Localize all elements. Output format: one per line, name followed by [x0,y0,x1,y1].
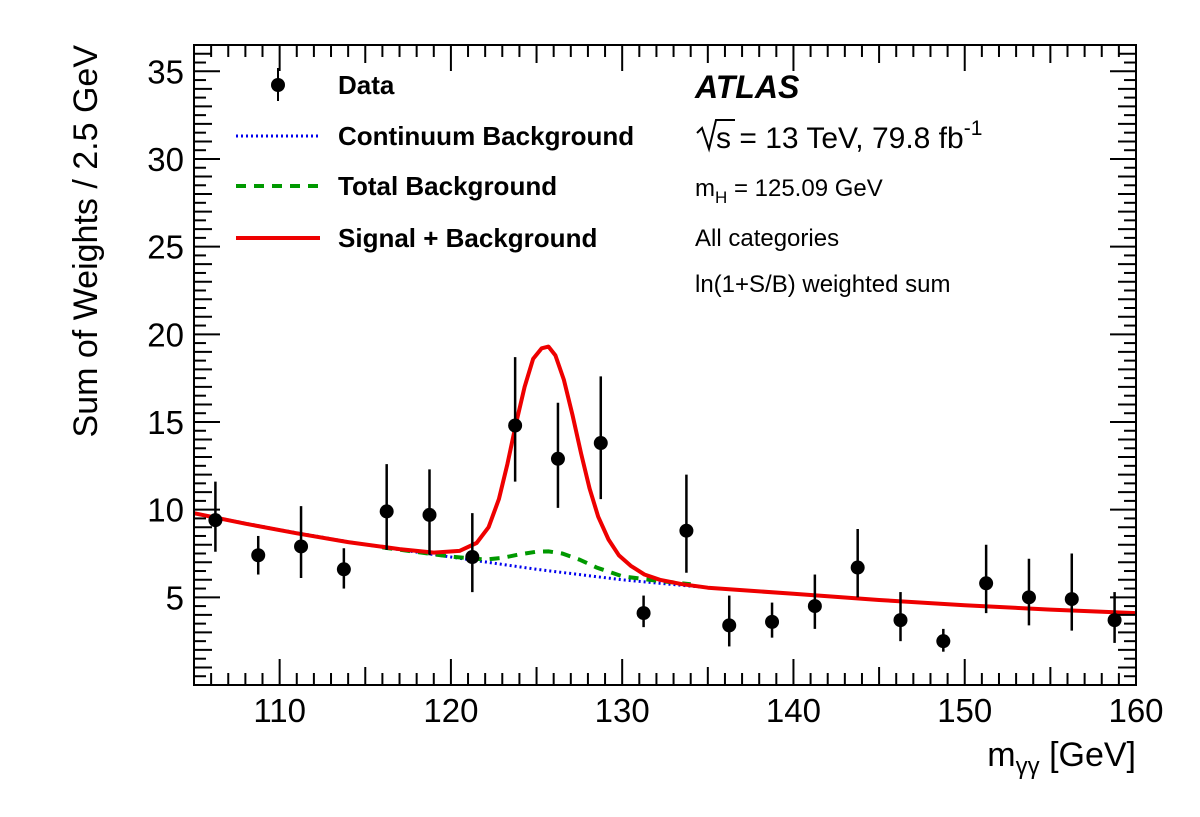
data-point [979,544,994,614]
x-tick-label: 110 [253,692,306,729]
data-point [422,469,437,556]
data-point [850,528,865,598]
data-point [550,402,565,508]
data-point [936,628,951,652]
data-point-marker [636,606,651,621]
data-point [208,481,223,552]
data-point [379,464,394,550]
data-point [508,357,523,482]
atlas-label: ATLAS [694,69,800,105]
data-point [1107,592,1122,643]
data-point [593,376,608,500]
data-point [893,592,908,642]
legend-item-data: Data [271,68,395,101]
legend-label-total-background: Total Background [338,171,557,201]
data-point [679,474,694,573]
tick-labels: 110 120 130 140 150 160 5 10 15 20 25 30 35 [147,53,1163,729]
data-point-marker [1021,590,1036,605]
data-point-marker [807,599,822,614]
data-point [251,535,266,575]
data-point-marker [1107,613,1122,628]
legend-data-marker [271,78,285,92]
data-point-marker [550,451,565,466]
y-tick-label: 25 [147,229,184,266]
data-point-marker [765,614,780,629]
y-axis-title: Sum of Weights / 2.5 GeV [67,45,105,438]
data-point [336,548,351,589]
data-point-marker [722,618,737,633]
x-tick-label: 140 [766,692,821,729]
y-tick-label: 5 [166,579,184,616]
x-tick-label: 130 [595,692,650,729]
y-tick-label: 35 [147,53,184,90]
data-point-marker [593,436,608,451]
y-tick-label: 10 [147,492,184,529]
axis-ticks [193,44,1137,685]
legend-item-continuum: Continuum Background [236,121,634,151]
data-point-marker [336,562,351,577]
signal-plus-background-curve [194,344,1136,616]
data-point [1021,558,1036,626]
annotations: ATLAS s = 13 TeV, 79.8 fb-1 mH = 125.09 … [694,69,982,298]
data-point-marker [294,539,309,554]
data-point [636,595,651,628]
data-point [1064,553,1079,631]
data-point-marker [251,548,266,563]
energy-lumi-label: s = 13 TeV, 79.8 fb-1 [716,117,982,155]
data-point-marker [379,504,394,519]
data-point [465,513,480,593]
x-axis-title: mγγ [GeV] [987,736,1136,780]
legend-label-continuum: Continuum Background [338,121,634,151]
x-tick-label: 160 [1108,692,1163,729]
higgs-mass-label: mH = 125.09 GeV [695,175,883,207]
data-point-marker [679,523,694,538]
legend: Data Continuum Background Total Backgrou… [236,68,634,253]
data-point-marker [1064,592,1079,607]
data-points-layer [208,357,1122,652]
total-background-curve [382,545,691,587]
data-point [765,602,780,638]
sqrt-symbol [696,119,735,153]
legend-item-signal-background: Signal + Background [236,223,597,253]
data-point-marker [893,613,908,628]
data-point-marker [465,550,480,564]
weighting-label: ln(1+S/B) weighted sum [695,271,950,298]
plot-frame [193,44,1137,686]
data-point [294,506,309,579]
curves-layer [194,344,1136,616]
categories-label: All categories [695,225,839,252]
legend-label-signal-background: Signal + Background [338,223,597,253]
data-point-marker [936,634,951,649]
data-point-marker [508,418,523,433]
x-tick-label: 120 [423,692,478,729]
y-tick-label: 15 [147,404,184,441]
y-tick-label: 20 [147,316,184,353]
y-tick-label: 30 [147,141,184,178]
x-tick-label: 150 [937,692,992,729]
data-point-marker [208,513,223,528]
legend-label-data: Data [338,70,395,100]
continuum-background-curve [194,511,1136,615]
data-point-marker [979,576,994,591]
data-point-marker [422,507,437,522]
data-point-marker [850,560,865,575]
data-point [807,574,822,629]
data-point [722,595,737,647]
legend-item-total-background: Total Background [236,171,557,201]
